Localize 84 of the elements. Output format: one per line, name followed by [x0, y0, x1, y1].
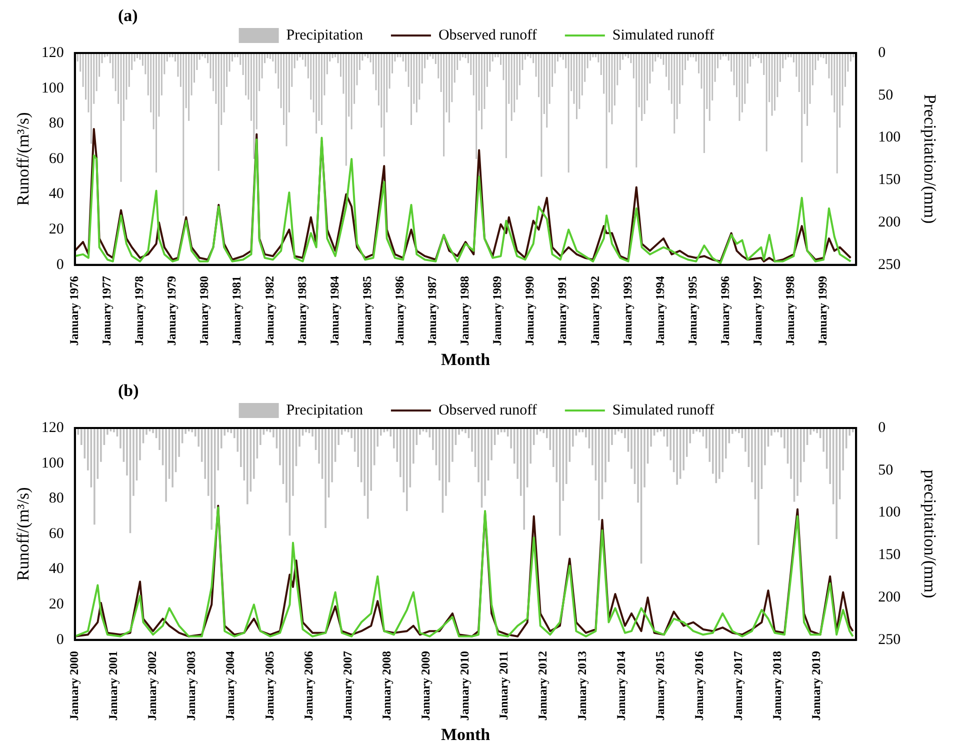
x-tick-label: January 1993 — [620, 276, 634, 346]
x-tick-label: January 2007 — [340, 650, 354, 721]
x-tick-label: January 2002 — [145, 650, 160, 721]
y-tick-label: 0 — [56, 256, 64, 273]
legend-label: Precipitation — [286, 27, 364, 44]
y-tick-label: 40 — [48, 561, 64, 578]
y-tick-label: 100 — [41, 455, 64, 472]
y2-tick-label: 150 — [878, 547, 901, 564]
x-tick-label: January 2011 — [496, 650, 511, 720]
x-tick-label: January 1984 — [327, 276, 342, 346]
y2-tick-label: 100 — [878, 504, 901, 521]
x-tick-label: January 2019 — [809, 650, 824, 721]
x-tick-label: January 1978 — [132, 276, 146, 346]
chart-title: (a) — [118, 6, 138, 26]
x-tick-label: January 1998 — [783, 276, 798, 346]
x-tick-label: January 2001 — [106, 650, 120, 721]
y-tick-label: 0 — [56, 632, 64, 648]
x-tick-label: January 1996 — [718, 276, 732, 346]
x-tick-label: January 1999 — [816, 276, 830, 346]
legend-label: Precipitation — [286, 402, 364, 418]
x-tick-label: January 1982 — [262, 276, 276, 346]
legend-label: Observed runoff — [438, 402, 537, 418]
x-tick-label: January 1990 — [522, 276, 537, 346]
x-tick-label: January 2006 — [301, 650, 316, 721]
x-tick-label: January 1987 — [425, 276, 440, 346]
y2-tick-label: 250 — [878, 632, 901, 648]
x-tick-label: January 1988 — [458, 276, 472, 346]
x-tick-label: January 1992 — [588, 276, 602, 346]
x-tick-label: January 1985 — [360, 276, 374, 346]
y-tick-label: 60 — [48, 526, 64, 542]
x-tick-label: January 1986 — [392, 276, 406, 346]
x-tick-label: January 1983 — [294, 276, 309, 346]
x-tick-label: January 1989 — [490, 276, 504, 346]
y2-tick-label: 250 — [878, 256, 901, 273]
x-tick-label: January 2010 — [458, 650, 472, 721]
x-tick-label: January 2012 — [536, 650, 550, 721]
legend-label: Simulated runoff — [612, 402, 714, 418]
legend-label: Observed runoff — [438, 27, 537, 44]
x-tick-label: January 1980 — [197, 276, 212, 346]
x-tick-label: January 2013 — [574, 650, 589, 721]
y-tick-label: 120 — [41, 44, 64, 61]
y-tick-label: 120 — [41, 420, 64, 436]
y-tick-label: 40 — [48, 186, 64, 202]
x-tick-label: January 1976 — [66, 276, 81, 346]
x-tick-label: January 1997 — [750, 276, 765, 346]
x-tick-label: January 2015 — [652, 650, 667, 721]
y2-tick-label: 200 — [878, 214, 901, 230]
y-axis-title: Runoff/(m³/s) — [14, 487, 33, 581]
y-tick-label: 80 — [48, 490, 64, 507]
x-tick-label: January 1991 — [555, 276, 570, 346]
x-tick-label: January 2014 — [614, 650, 628, 721]
y2-tick-label: 150 — [878, 172, 901, 188]
x-tick-label: January 2004 — [223, 650, 238, 721]
x-tick-label: January 2009 — [418, 650, 433, 721]
x-axis-title: Month — [440, 350, 491, 370]
legend-label: Simulated runoff — [612, 27, 714, 44]
x-tick-label: January 2005 — [262, 650, 276, 721]
y2-tick-label: 200 — [878, 589, 901, 606]
y-tick-label: 100 — [41, 80, 64, 96]
y2-axis-title: Precipitation/(mm) — [920, 94, 940, 224]
y-tick-label: 20 — [48, 596, 64, 613]
y2-tick-label: 0 — [878, 420, 886, 436]
x-tick-label: January 2018 — [770, 650, 784, 721]
y2-axis-title: precipitation/(mm) — [920, 470, 940, 598]
x-axis-title: Month — [440, 725, 491, 744]
y-tick-label: 60 — [48, 150, 64, 167]
x-tick-label: January 1981 — [230, 276, 244, 346]
y2-tick-label: 100 — [878, 130, 901, 146]
x-tick-label: January 2016 — [692, 650, 706, 721]
chart-title: (b) — [118, 381, 139, 401]
y2-tick-label: 50 — [878, 462, 894, 478]
x-tick-label: January 1994 — [652, 276, 667, 346]
y-tick-label: 80 — [48, 116, 64, 132]
x-tick-label: January 1977 — [100, 276, 114, 346]
y2-tick-label: 50 — [878, 87, 894, 104]
y-axis-title: Runoff/(m³/s) — [14, 112, 33, 206]
x-tick-label: January 2017 — [731, 650, 746, 721]
y2-tick-label: 0 — [878, 44, 886, 61]
x-tick-label: January 1979 — [164, 276, 179, 346]
y-tick-label: 20 — [48, 222, 64, 238]
x-tick-label: January 2000 — [66, 650, 81, 721]
x-tick-label: January 1995 — [685, 276, 700, 346]
x-tick-label: January 2008 — [379, 650, 394, 721]
x-tick-label: January 2003 — [184, 650, 198, 721]
